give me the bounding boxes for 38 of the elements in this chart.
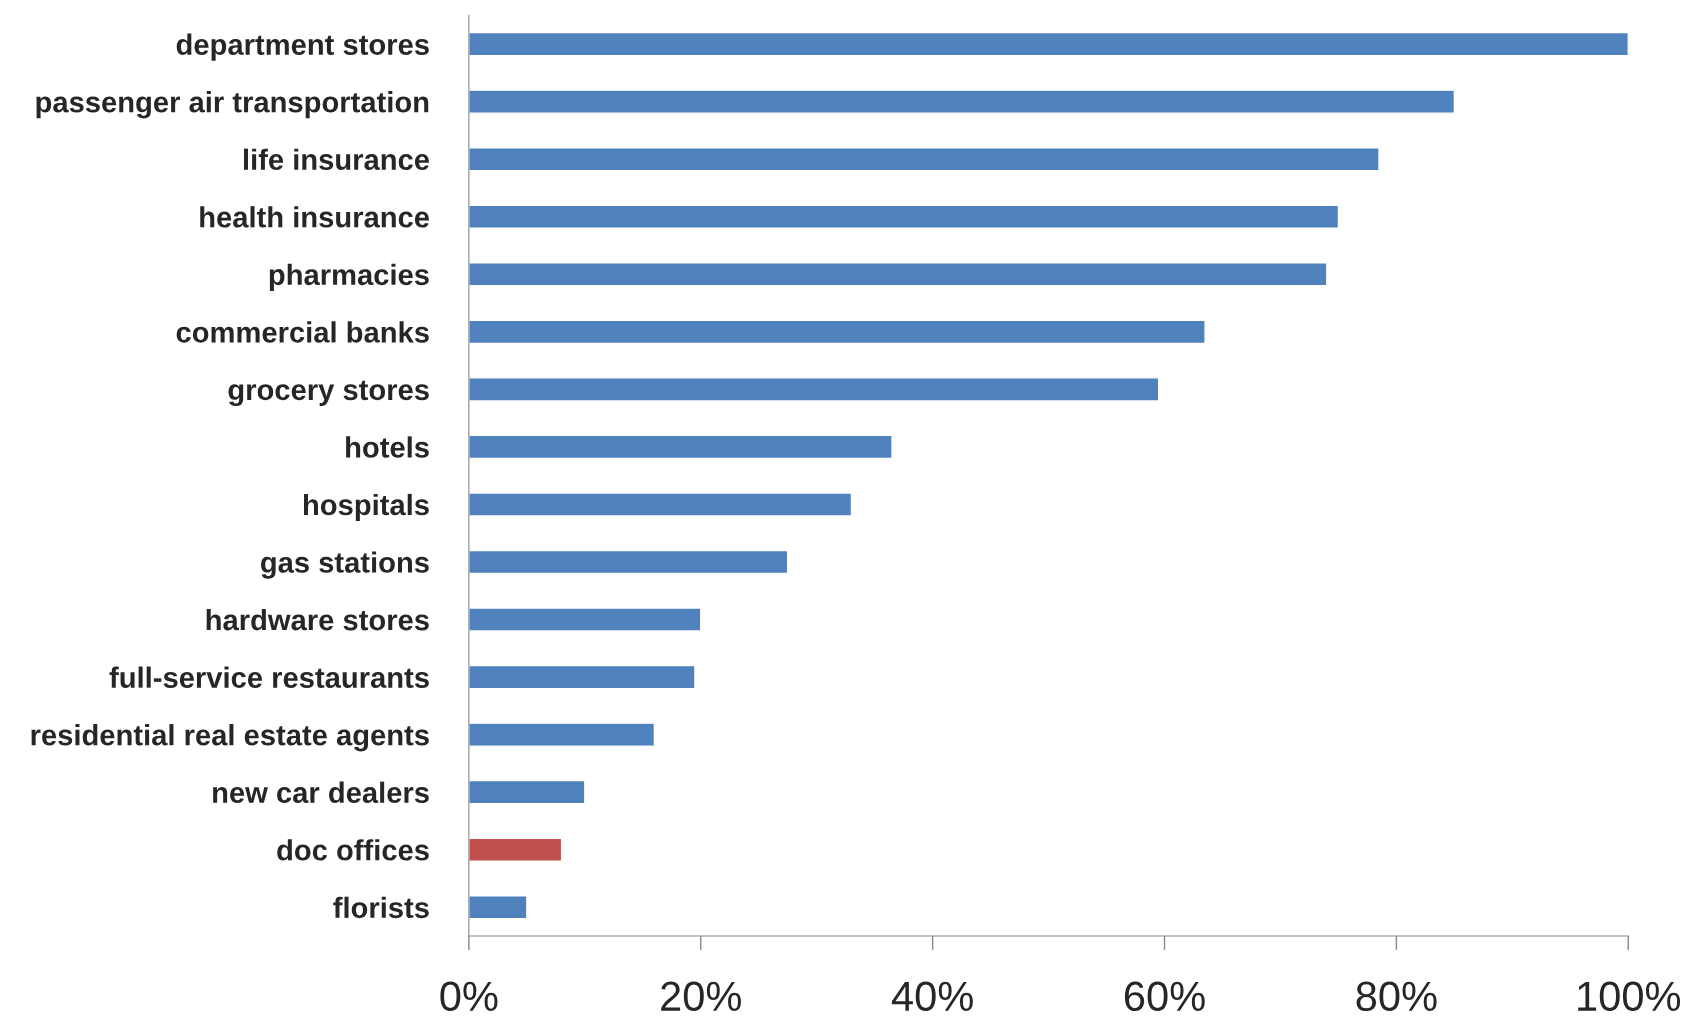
x-tick-label: 20% bbox=[661, 981, 741, 1012]
y-tick-label: hotels bbox=[346, 436, 429, 458]
bar bbox=[468, 492, 853, 517]
y-tick-label: doc offices bbox=[277, 839, 429, 861]
y-tick-label: florists bbox=[333, 896, 429, 919]
y-tick-label: residential real estate agents bbox=[31, 724, 429, 752]
bar bbox=[468, 434, 893, 460]
y-tick-label: life insurance bbox=[244, 148, 430, 171]
y-tick-label: department stores bbox=[176, 33, 429, 61]
y-tick-label: hardware stores bbox=[206, 608, 429, 631]
bar bbox=[468, 89, 1456, 114]
y-tick-label: pharmacies bbox=[269, 263, 429, 291]
y-tick-label: commercial banks bbox=[176, 321, 429, 343]
bar bbox=[468, 895, 528, 920]
bar bbox=[468, 837, 563, 862]
y-tick-label: grocery stores bbox=[228, 380, 429, 407]
y-tick-label: passenger air transportation bbox=[36, 91, 429, 119]
bar bbox=[468, 664, 696, 690]
x-tick-label: 80% bbox=[1356, 981, 1437, 1012]
y-tick-label: new car dealers bbox=[213, 781, 429, 804]
y-tick-label: gas stations bbox=[261, 551, 429, 579]
bar bbox=[468, 262, 1328, 287]
x-tick-label: 60% bbox=[1124, 981, 1205, 1012]
bar bbox=[468, 204, 1340, 229]
bar bbox=[468, 377, 1160, 402]
x-tick-label: 100% bbox=[1578, 981, 1681, 1012]
y-tick-label: hospitals bbox=[304, 493, 429, 522]
bar bbox=[468, 31, 1629, 57]
x-tick-label: 0% bbox=[440, 981, 498, 1012]
x-tick-label: 40% bbox=[891, 981, 973, 1012]
y-tick-label: health insurance bbox=[200, 206, 430, 228]
bar bbox=[468, 319, 1206, 345]
y-tick-label: full-service restaurants bbox=[109, 666, 429, 688]
bar bbox=[468, 779, 586, 805]
bar bbox=[468, 607, 702, 632]
bar bbox=[468, 549, 789, 575]
bar bbox=[468, 147, 1380, 172]
bar bbox=[468, 722, 656, 747]
